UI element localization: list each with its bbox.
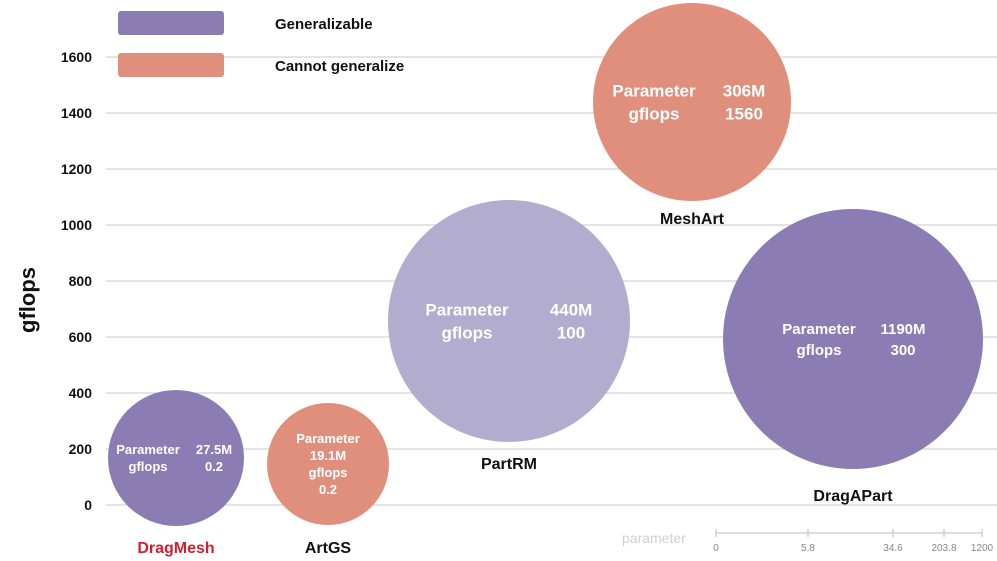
bubble-value-text: 440M xyxy=(550,300,593,319)
legend-label: Cannot generalize xyxy=(275,58,404,75)
y-tick-label: 1400 xyxy=(61,105,92,121)
bubble-value-text: 306M xyxy=(723,81,766,100)
bubble-value-text: 0.2 xyxy=(319,482,337,497)
bubble-value-text: 27.5M xyxy=(196,442,232,457)
bubble-circle xyxy=(108,390,244,526)
bubble-name-label: DragMesh xyxy=(137,540,214,557)
bubble-value-text: Parameter xyxy=(782,321,856,338)
bubble-dragmesh: Parameter 27.5M gflops 0.2 DragMesh xyxy=(108,390,244,557)
size-scale-tick-label: 0 xyxy=(713,543,719,554)
size-scale-title: parameter xyxy=(622,530,686,546)
bubble-dragapart: Parameter 1190M gflops 300 DragAPart xyxy=(723,209,983,505)
size-scale-tick-label: 203.8 xyxy=(931,543,956,554)
y-axis-label: gflops xyxy=(15,267,40,333)
y-tick-label: 0 xyxy=(84,497,92,513)
size-scale-tick-label: 1200 xyxy=(971,543,994,554)
bubble-value-text: Parameter xyxy=(612,81,696,100)
legend-swatch xyxy=(118,53,224,77)
y-tick-label: 1600 xyxy=(61,49,92,65)
bubble-artgs: Parameter 19.1M gflops 0.2 ArtGS xyxy=(267,403,389,557)
legend-label: Generalizable xyxy=(275,16,373,33)
bubble-value-text: gflops xyxy=(797,342,842,359)
bubble-name-label: MeshArt xyxy=(660,211,725,228)
y-tick-label: 200 xyxy=(69,441,93,457)
bubble-meshart: Parameter 306M gflops 1560 MeshArt xyxy=(593,3,791,228)
bubble-value-text: Parameter xyxy=(425,300,509,319)
bubble-name-label: PartRM xyxy=(481,456,537,473)
y-tick-label: 400 xyxy=(69,385,93,401)
legend: Generalizable Cannot generalize xyxy=(118,11,404,77)
bubble-value-text: 1560 xyxy=(725,104,763,123)
bubble-value-text: gflops xyxy=(442,323,493,342)
y-tick-label: 1000 xyxy=(61,217,92,233)
bubble-partrm: Parameter 440M gflops 100 PartRM xyxy=(388,200,630,473)
bubble-value-text: gflops xyxy=(629,104,680,123)
bubble-circle xyxy=(593,3,791,201)
bubble-circle xyxy=(267,403,389,525)
y-axis-ticks: 0 200 400 600 800 1000 1200 1400 1600 xyxy=(61,49,92,513)
bubble-value-text: 1190M xyxy=(880,321,925,338)
bubble-value-text: gflops xyxy=(129,459,168,474)
bubble-value-text: 300 xyxy=(890,342,915,359)
size-scale-tick-label: 34.6 xyxy=(883,543,903,554)
bubble-value-text: gflops xyxy=(309,465,348,480)
bubble-value-text: Parameter xyxy=(296,431,360,446)
y-tick-label: 600 xyxy=(69,329,93,345)
bubble-name-label: DragAPart xyxy=(813,488,893,505)
bubble-value-text: 0.2 xyxy=(205,459,223,474)
legend-swatch xyxy=(118,11,224,35)
bubble-circle xyxy=(723,209,983,469)
size-scale: parameter 0 5.8 34.6 203.8 1200 xyxy=(622,529,994,554)
y-tick-label: 1200 xyxy=(61,161,92,177)
bubble-value-text: Parameter xyxy=(116,442,180,457)
y-tick-label: 800 xyxy=(69,273,93,289)
bubble-name-label: ArtGS xyxy=(305,540,352,557)
size-scale-tick-label: 5.8 xyxy=(801,543,815,554)
bubble-value-text: 100 xyxy=(557,323,585,342)
bubble-circle xyxy=(388,200,630,442)
bubble-value-text: 19.1M xyxy=(310,448,346,463)
